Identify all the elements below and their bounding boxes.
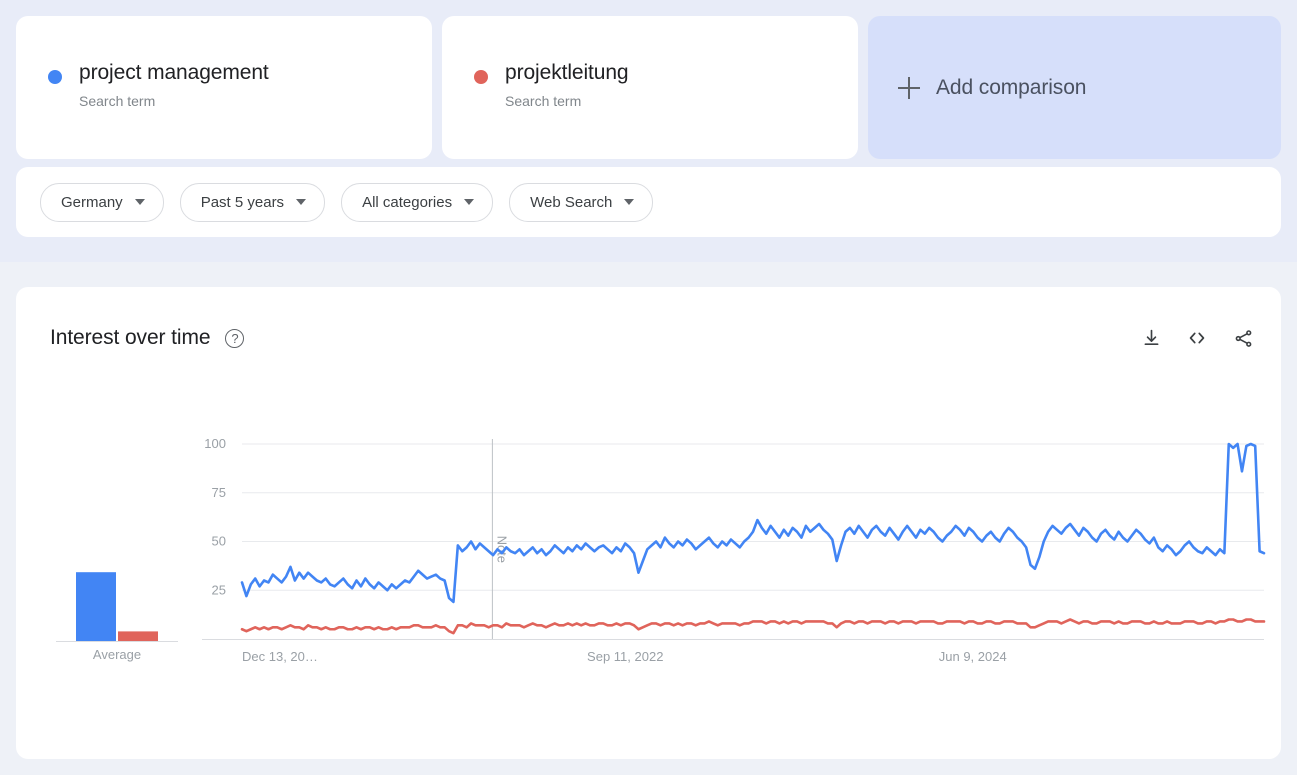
search-term-card-1[interactable]: project management Search term — [16, 16, 432, 159]
search-terms-row: project management Search term projektle… — [16, 16, 1281, 159]
chart-series-line — [240, 618, 1266, 635]
page-title: Interest over time — [50, 326, 211, 349]
add-comparison-label: Add comparison — [936, 75, 1087, 99]
x-axis-tick-label: Jun 9, 2024 — [939, 649, 1007, 664]
filter-time-range[interactable]: Past 5 years — [179, 182, 326, 222]
search-term-type-1: Search term — [79, 93, 156, 109]
filter-category[interactable]: All categories — [341, 182, 494, 222]
chevron-down-icon — [464, 199, 475, 205]
search-term-name-1: project management — [79, 61, 269, 84]
series-color-dot-blue — [48, 70, 62, 84]
embed-code-icon[interactable] — [1185, 326, 1209, 350]
search-term-type-2: Search term — [505, 93, 582, 109]
search-term-card-2[interactable]: projektleitung Search term — [442, 16, 858, 159]
chart-header: Interest over time ? — [50, 321, 1255, 355]
help-icon[interactable]: ? — [225, 328, 245, 348]
add-comparison-button[interactable]: Add comparison — [868, 16, 1281, 159]
average-label: Average — [93, 647, 141, 662]
filter-search-type-label: Web Search — [530, 193, 613, 211]
interest-over-time-card: Interest over time ? — [16, 287, 1281, 759]
chevron-down-icon — [624, 199, 635, 205]
filter-time-range-label: Past 5 years — [200, 193, 285, 211]
chart-plot-area: Average 25 50 75 100 Dec 13, 20… Sep 11, 2022 J… — [16, 387, 1281, 717]
filter-category-label: All categories — [362, 193, 453, 211]
x-axis-tick-label: Dec 13, 20… — [242, 649, 318, 664]
chart-actions — [1139, 326, 1255, 350]
average-bar — [76, 572, 116, 641]
filter-search-type[interactable]: Web Search — [509, 182, 654, 222]
series-color-dot-red — [474, 70, 488, 84]
y-axis-tick-label: 75 — [212, 485, 226, 500]
share-icon[interactable] — [1231, 326, 1255, 350]
search-term-content-1: project management Search term — [48, 60, 269, 111]
download-icon[interactable] — [1139, 326, 1163, 350]
x-axis-tick-label: Sep 11, 2022 — [587, 649, 663, 664]
average-bar — [118, 631, 158, 641]
y-axis-tick-label: 100 — [204, 436, 226, 451]
search-term-content-2: projektleitung Search term — [474, 60, 629, 111]
filter-location-label: Germany — [61, 193, 123, 211]
search-term-name-2: projektleitung — [505, 61, 629, 84]
filters-bar: Germany Past 5 years All categories Web … — [16, 167, 1281, 237]
chevron-down-icon — [296, 199, 307, 205]
chart-series-line — [240, 442, 1266, 604]
filter-location[interactable]: Germany — [40, 182, 164, 222]
y-axis-tick-label: 50 — [212, 534, 226, 549]
plus-icon — [898, 76, 920, 99]
annotation-label: Note — [494, 536, 509, 563]
interest-over-time-chart[interactable]: Average 25 50 75 100 Dec 13, 20… Sep 11, 2022 J… — [16, 387, 1281, 717]
y-axis-tick-label: 25 — [212, 582, 226, 597]
chevron-down-icon — [134, 199, 145, 205]
